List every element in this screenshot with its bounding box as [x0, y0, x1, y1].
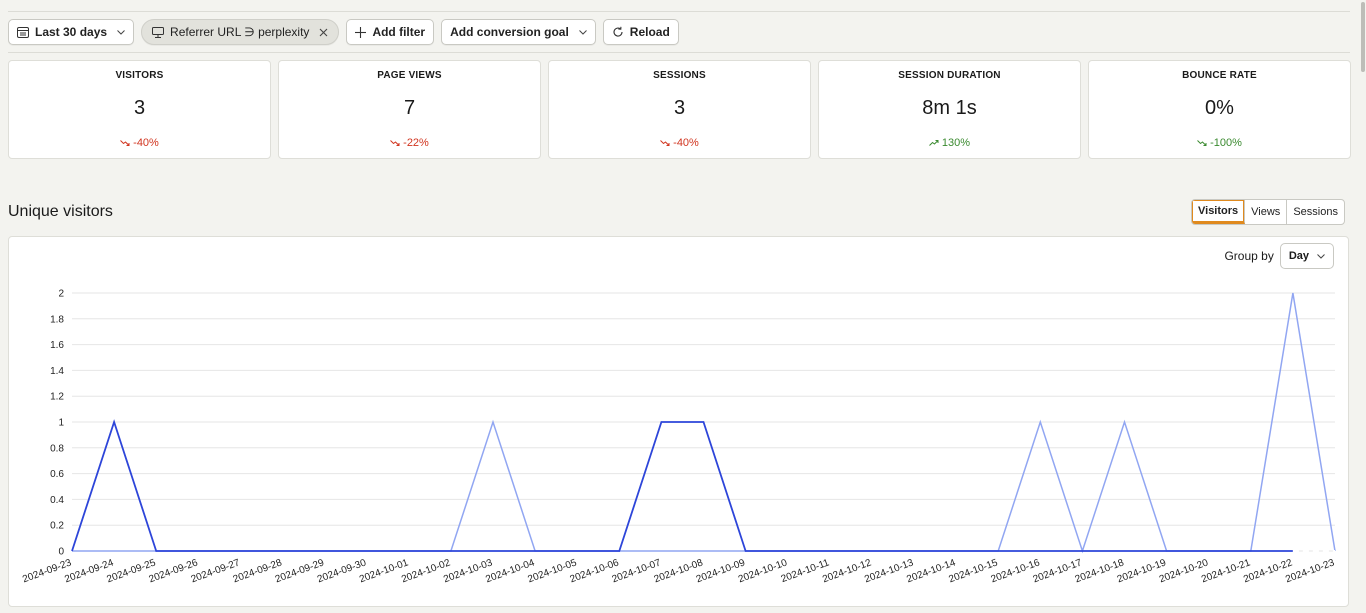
- calendar-icon: [17, 26, 29, 38]
- stat-label: SESSION DURATION: [898, 70, 1001, 81]
- stat-card-page-views[interactable]: PAGE VIEWS 7 -22%: [278, 60, 541, 159]
- stat-card-visitors[interactable]: VISITORS 3 -40%: [8, 60, 271, 159]
- add-filter-button[interactable]: Add filter: [346, 19, 435, 45]
- filter-bar: Last 30 days Referrer URL ∋ perplexity A…: [8, 19, 679, 45]
- stat-change: -22%: [279, 137, 540, 149]
- monitor-icon: [152, 26, 165, 38]
- stat-change: 130%: [819, 137, 1080, 149]
- group-by-value: Day: [1288, 250, 1309, 262]
- stat-value: 3: [673, 97, 686, 119]
- group-by-label: Group by: [1224, 249, 1274, 263]
- stat-card-bounce-rate[interactable]: BOUNCE RATE 0% -100%: [1088, 60, 1351, 159]
- chevron-down-icon: [578, 29, 587, 35]
- group-by-control: Group by Day: [1224, 243, 1334, 269]
- y-tick-label: 0.8: [50, 443, 64, 454]
- y-tick-label: 1: [58, 418, 64, 429]
- stat-card-sessions[interactable]: SESSIONS 3 -40%: [548, 60, 811, 159]
- tab-views[interactable]: Views: [1245, 200, 1288, 224]
- stat-change-value: -22%: [403, 137, 429, 149]
- chart-card: Group by Day 0 0.2 0.4 0.6 0.8 1 1.2 1.4 1.6 1.8 2…: [8, 236, 1349, 607]
- date-range-button[interactable]: Last 30 days: [8, 19, 135, 45]
- stat-change-value: -100%: [1210, 137, 1242, 149]
- divider: [8, 52, 1350, 53]
- trend-down-icon: [660, 137, 670, 149]
- stat-change: -40%: [549, 137, 810, 149]
- stat-change: -40%: [9, 137, 270, 149]
- y-tick-label: 0.2: [50, 521, 64, 532]
- trend-down-icon: [390, 137, 400, 149]
- add-goal-label: Add conversion goal: [450, 25, 569, 39]
- stat-label: VISITORS: [115, 70, 164, 81]
- reload-label: Reload: [629, 25, 670, 39]
- stat-card-session-duration[interactable]: SESSION DURATION 8m 1s 130%: [818, 60, 1081, 159]
- stat-label: SESSIONS: [653, 70, 706, 81]
- x-tick-label: 2024-10-23: [1284, 557, 1336, 585]
- stat-value: 7: [403, 97, 416, 119]
- stat-value: 0%: [1205, 97, 1234, 119]
- add-filter-label: Add filter: [372, 25, 426, 39]
- stat-label: PAGE VIEWS: [377, 70, 442, 81]
- stat-value: 3: [133, 97, 146, 119]
- close-icon[interactable]: [319, 28, 328, 37]
- series-line-current: [71, 419, 1293, 552]
- stat-change: -100%: [1089, 137, 1350, 149]
- stat-label: BOUNCE RATE: [1182, 70, 1257, 81]
- active-filter-chip[interactable]: Referrer URL ∋ perplexity: [141, 19, 340, 45]
- tab-sessions[interactable]: Sessions: [1293, 206, 1338, 218]
- y-tick-label: 1.2: [50, 392, 64, 403]
- y-tick-label: 2: [58, 289, 64, 300]
- stat-change-value: 130%: [941, 137, 971, 149]
- trend-down-icon: [1197, 137, 1207, 149]
- metric-view-tabs: Visitors Views Sessions: [1191, 199, 1345, 225]
- visitors-line-chart: 00.20.40.60.811.21.41.61.822024-09-23202…: [21, 289, 1336, 586]
- y-tick-label: 0.6: [50, 469, 64, 480]
- y-tick-label: 1.4: [50, 366, 64, 377]
- section-title: Unique visitors: [8, 203, 113, 220]
- filter-chip-label: Referrer URL ∋ perplexity: [170, 25, 310, 39]
- scrollbar-thumb[interactable]: [1361, 2, 1365, 72]
- chevron-down-icon: [117, 29, 125, 35]
- chevron-down-icon: [1317, 250, 1325, 262]
- trend-up-icon: [929, 137, 939, 149]
- stat-change-value: -40%: [133, 137, 159, 149]
- stat-change-value: -40%: [673, 137, 699, 149]
- add-conversion-goal-button[interactable]: Add conversion goal: [441, 19, 596, 45]
- y-tick-label: 0.4: [50, 495, 64, 506]
- y-tick-label: 1.6: [50, 340, 64, 351]
- reload-icon: [612, 26, 624, 38]
- trend-down-icon: [120, 137, 130, 149]
- y-tick-label: 0: [58, 547, 64, 558]
- reload-button[interactable]: Reload: [602, 19, 679, 45]
- stat-value: 8m 1s: [922, 97, 977, 119]
- y-tick-label: 1.8: [50, 314, 64, 325]
- page-scrollbar[interactable]: [1360, 0, 1366, 613]
- tab-visitors[interactable]: Visitors: [1192, 200, 1246, 224]
- group-by-select[interactable]: Day: [1279, 243, 1334, 269]
- top-divider: [8, 11, 1350, 12]
- stats-row: VISITORS 3 -40% PAGE VIEWS 7 -22% SESSIO…: [8, 60, 1351, 159]
- plus-icon: [355, 26, 367, 38]
- date-range-label: Last 30 days: [35, 25, 108, 39]
